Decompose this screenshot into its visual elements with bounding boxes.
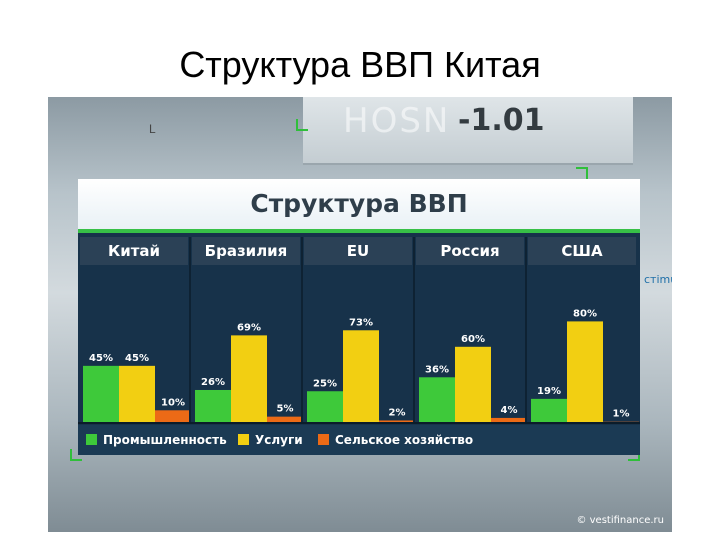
bar-industry — [307, 391, 343, 423]
data-label: 73% — [349, 317, 373, 328]
watermark: © vestifinance.ru — [576, 515, 664, 526]
background-ticker-number: -1.01 — [458, 103, 545, 138]
data-label: 80% — [573, 308, 597, 319]
background-ticker-text: HOSN — [343, 101, 451, 141]
bar-services — [455, 346, 491, 423]
data-label: 19% — [537, 386, 561, 397]
background-side-text: стimulu — [644, 273, 672, 286]
data-label: 26% — [201, 377, 225, 388]
legend-label: Промышленность — [103, 433, 227, 447]
category-header — [80, 237, 188, 265]
category-label: США — [561, 242, 603, 260]
category-label: Китай — [108, 242, 160, 260]
bar-agriculture — [267, 416, 303, 423]
chart-title-accent — [78, 229, 640, 233]
data-label: 60% — [461, 334, 485, 345]
bar-services — [231, 335, 267, 423]
data-label: 4% — [501, 405, 518, 416]
bar-services — [119, 365, 155, 423]
legend-label: Услуги — [255, 433, 303, 447]
category-header — [304, 237, 412, 265]
bar-services — [567, 321, 603, 423]
chart-plot: Китай 45% 45% 10% Бразилия 26% 69% 5% EU 25% 73% 2%… — [78, 237, 640, 455]
data-label: 45% — [89, 353, 113, 364]
slide-title: Структура ВВП Китая — [179, 44, 541, 85]
bar-industry — [531, 398, 567, 423]
category-header — [416, 237, 524, 265]
bar-services — [343, 330, 379, 423]
legend-swatch — [238, 434, 249, 445]
bar-industry — [419, 377, 455, 423]
bar-agriculture — [155, 410, 191, 423]
legend-band — [78, 425, 640, 455]
data-label: 1% — [613, 409, 630, 420]
background-panel — [303, 97, 633, 165]
background-mark: L — [149, 122, 156, 136]
bar-agriculture — [491, 417, 527, 423]
category-label: Россия — [440, 242, 499, 260]
corner-bracket-icon — [296, 119, 308, 131]
chart-header: Структура ВВП — [78, 179, 640, 229]
corner-bracket-icon — [576, 167, 588, 179]
data-label: 25% — [313, 378, 337, 389]
chart-title: Структура ВВП — [250, 189, 468, 218]
bar-industry — [83, 365, 119, 423]
data-label: 45% — [125, 353, 149, 364]
category-header — [192, 237, 300, 265]
data-label: 69% — [237, 322, 261, 333]
background-photo: HOSN -1.01 L стimulu Структура ВВП Китай… — [48, 97, 672, 532]
corner-bracket-icon — [70, 449, 82, 461]
data-label: 2% — [389, 407, 406, 418]
data-label: 5% — [277, 404, 294, 415]
category-header — [528, 237, 636, 265]
bar-industry — [195, 389, 231, 423]
category-label: EU — [347, 242, 369, 260]
corner-bracket-icon — [628, 449, 640, 461]
data-label: 36% — [425, 364, 449, 375]
data-label: 10% — [161, 397, 185, 408]
legend-label: Сельское хозяйство — [335, 433, 473, 447]
legend-swatch — [318, 434, 329, 445]
chart-card: Структура ВВП Китай 45% 45% 10% Бразилия 26% 6… — [78, 179, 640, 455]
category-label: Бразилия — [205, 242, 288, 260]
bar-agriculture — [379, 420, 415, 423]
legend-swatch — [86, 434, 97, 445]
